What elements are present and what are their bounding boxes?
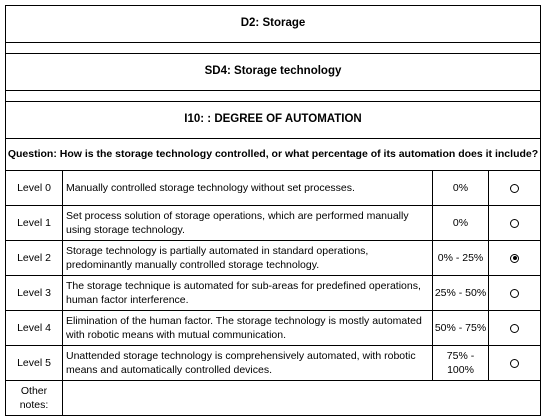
title: D2: Storage (5, 5, 541, 43)
level-label: Level 0 (5, 170, 63, 206)
level-range: 50% - 75% (432, 310, 489, 346)
level-label: Level 3 (5, 275, 63, 311)
level-description: Manually controlled storage technology w… (62, 170, 433, 206)
radio-cell (488, 310, 541, 346)
level-description: Storage technology is partially automate… (62, 240, 433, 276)
radio-button[interactable] (510, 288, 519, 298)
radio-cell (488, 170, 541, 206)
radio-button[interactable] (510, 358, 519, 368)
radio-button[interactable] (510, 218, 519, 228)
level-description: Elimination of the human factor. The sto… (62, 310, 433, 346)
level-range: 75% - 100% (432, 345, 489, 381)
radio-cell (488, 275, 541, 311)
level-range: 0% (432, 205, 489, 241)
level-label: Level 2 (5, 240, 63, 276)
level-description: Set process solution of storage operatio… (62, 205, 433, 241)
notes-field[interactable] (62, 380, 541, 416)
indicator: I10: : DEGREE OF AUTOMATION (5, 101, 541, 139)
notes-label: Other notes: (5, 380, 63, 416)
radio-cell (488, 205, 541, 241)
radio-button[interactable] (510, 323, 519, 333)
level-range: 0% - 25% (432, 240, 489, 276)
level-label: Level 5 (5, 345, 63, 381)
level-label: Level 4 (5, 310, 63, 346)
radio-button[interactable] (510, 183, 519, 193)
level-range: 25% - 50% (432, 275, 489, 311)
level-description: The storage technique is automated for s… (62, 275, 433, 311)
radio-button[interactable] (510, 253, 519, 263)
subtitle: SD4: Storage technology (5, 53, 541, 91)
question: Question: How is the storage technology … (5, 138, 541, 171)
radio-cell (488, 240, 541, 276)
level-description: Unattended storage technology is compreh… (62, 345, 433, 381)
level-label: Level 1 (5, 205, 63, 241)
level-range: 0% (432, 170, 489, 206)
radio-cell (488, 345, 541, 381)
